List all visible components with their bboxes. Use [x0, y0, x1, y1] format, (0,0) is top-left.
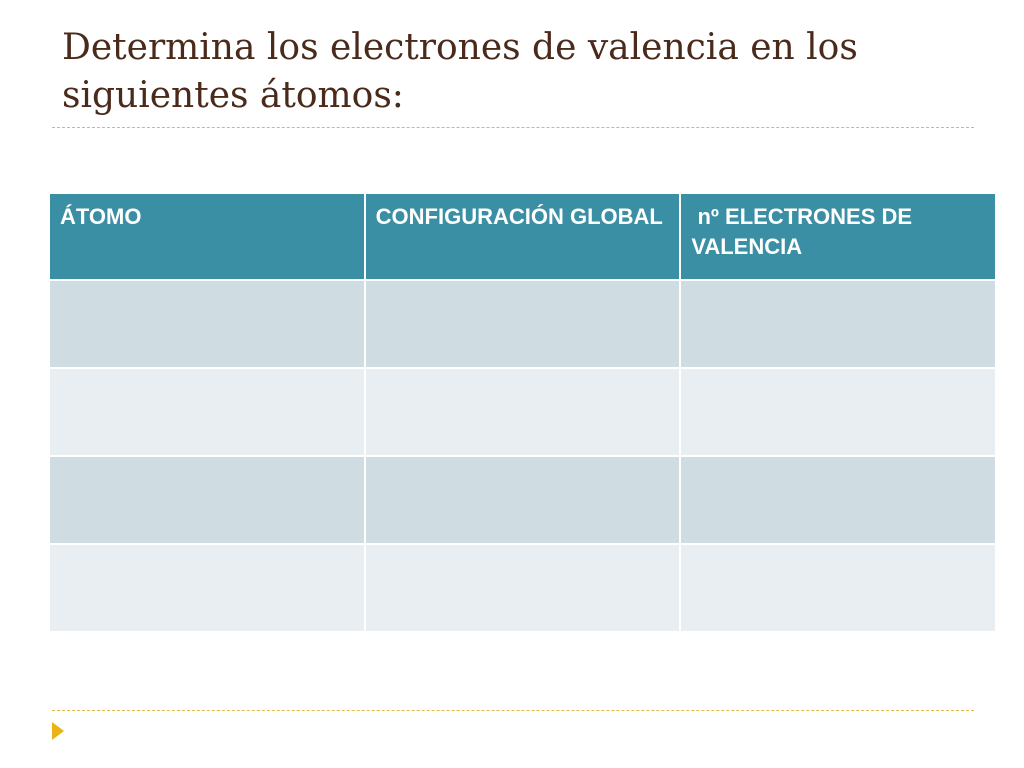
table-header-row: ÁTOMO CONFIGURACIÓN GLOBAL nº ELECTRONES…: [48, 192, 997, 281]
valence-electrons-table: ÁTOMO CONFIGURACIÓN GLOBAL nº ELECTRONES…: [48, 192, 997, 633]
table-cell[interactable]: [679, 543, 997, 633]
table-cell[interactable]: [48, 543, 366, 633]
table-cell[interactable]: [48, 279, 366, 369]
table-cell[interactable]: [363, 543, 682, 633]
table-row: [48, 455, 997, 545]
table-row: [48, 543, 997, 633]
table-cell[interactable]: [48, 367, 366, 457]
table-cell[interactable]: [679, 367, 997, 457]
table-cell[interactable]: [679, 279, 997, 369]
table-cell[interactable]: [363, 367, 682, 457]
footer-divider: [52, 710, 974, 711]
table-cell[interactable]: [48, 455, 366, 545]
table-cell[interactable]: [679, 455, 997, 545]
table-cell[interactable]: [363, 455, 682, 545]
header-valence-electrons: nº ELECTRONES DE VALENCIA: [679, 192, 997, 281]
table-row: [48, 279, 997, 369]
title-divider: [52, 127, 974, 128]
triangle-bullet-icon: [52, 722, 64, 740]
table-cell[interactable]: [363, 279, 682, 369]
header-global-configuration: CONFIGURACIÓN GLOBAL: [363, 192, 682, 281]
slide-title: Determina los electrones de valencia en …: [62, 27, 858, 116]
header-atom: ÁTOMO: [48, 192, 366, 281]
table-row: [48, 367, 997, 457]
